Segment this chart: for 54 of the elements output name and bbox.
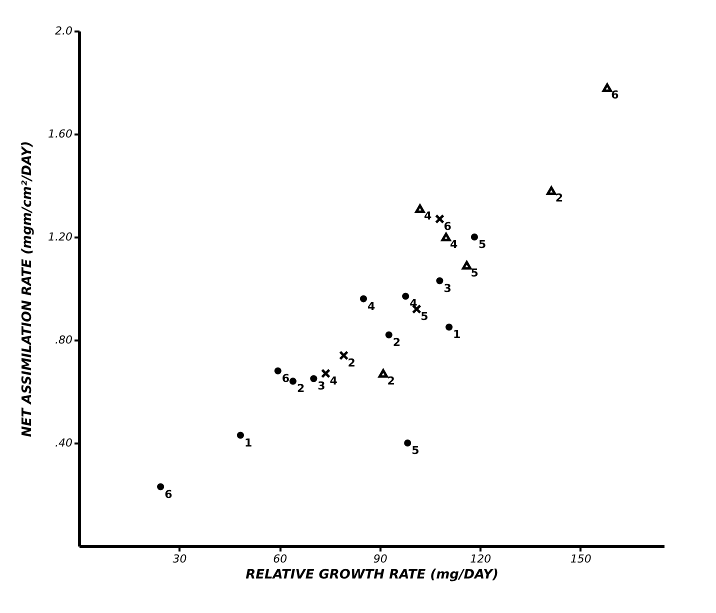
- point: [446, 324, 453, 331]
- x-tick-label: 60: [273, 552, 288, 566]
- annotation: 4: [367, 300, 376, 313]
- point: [320, 368, 330, 378]
- annotation: 4: [450, 238, 458, 251]
- y-tick-label: 1.20: [48, 230, 72, 244]
- annotation: 5: [478, 238, 486, 251]
- point: [236, 432, 244, 439]
- x-tick-label: 90: [373, 552, 388, 566]
- annotation: 3: [444, 282, 452, 295]
- x-axis-title: RELATIVE GROWTH RATE (mg/DAY): [246, 568, 498, 582]
- point: [289, 378, 296, 385]
- point: [402, 292, 410, 300]
- point: [404, 439, 412, 447]
- annotation: 2: [555, 192, 563, 205]
- point: [415, 204, 425, 213]
- point: [546, 186, 556, 195]
- annotation: 1: [453, 328, 461, 342]
- annotation: 3: [318, 380, 326, 393]
- x-tick-label: 120: [470, 552, 492, 566]
- y-tick-label: 1.60: [48, 128, 72, 140]
- point: [338, 350, 349, 360]
- annotation: 6: [444, 220, 452, 233]
- annotation: 2: [387, 374, 395, 388]
- annotation: 6: [611, 88, 620, 102]
- annotation: 4: [424, 210, 432, 223]
- x-tick-label: 150: [570, 552, 592, 566]
- y-tick-label: .80: [55, 334, 72, 346]
- annotation: 4: [330, 374, 338, 388]
- annotation: 1: [244, 436, 252, 450]
- point: [274, 367, 282, 374]
- annotation: 6: [164, 488, 173, 501]
- point: [434, 214, 444, 224]
- point: [310, 375, 318, 382]
- point: [360, 295, 368, 302]
- annotation: 5: [412, 444, 420, 457]
- annotation: 5: [420, 310, 428, 324]
- point: [441, 232, 451, 242]
- y-axis-title: NET ASSIMILATION RATE (mgm/cm²/DAY): [20, 141, 36, 437]
- x-tick-label: 30: [172, 552, 187, 566]
- annotation: 2: [392, 336, 401, 349]
- point: [462, 261, 472, 270]
- point: [385, 331, 392, 338]
- point: [436, 277, 444, 284]
- annotation: 2: [348, 356, 356, 370]
- point: [378, 369, 388, 378]
- y-tick-label: .40: [55, 436, 72, 450]
- annotation: 2: [296, 382, 305, 396]
- point: [470, 233, 478, 241]
- point: [157, 483, 164, 490]
- point: [602, 83, 612, 92]
- y-tick-label: 2.0: [55, 24, 72, 38]
- annotation: 5: [470, 266, 478, 280]
- annotation: 6: [282, 372, 290, 385]
